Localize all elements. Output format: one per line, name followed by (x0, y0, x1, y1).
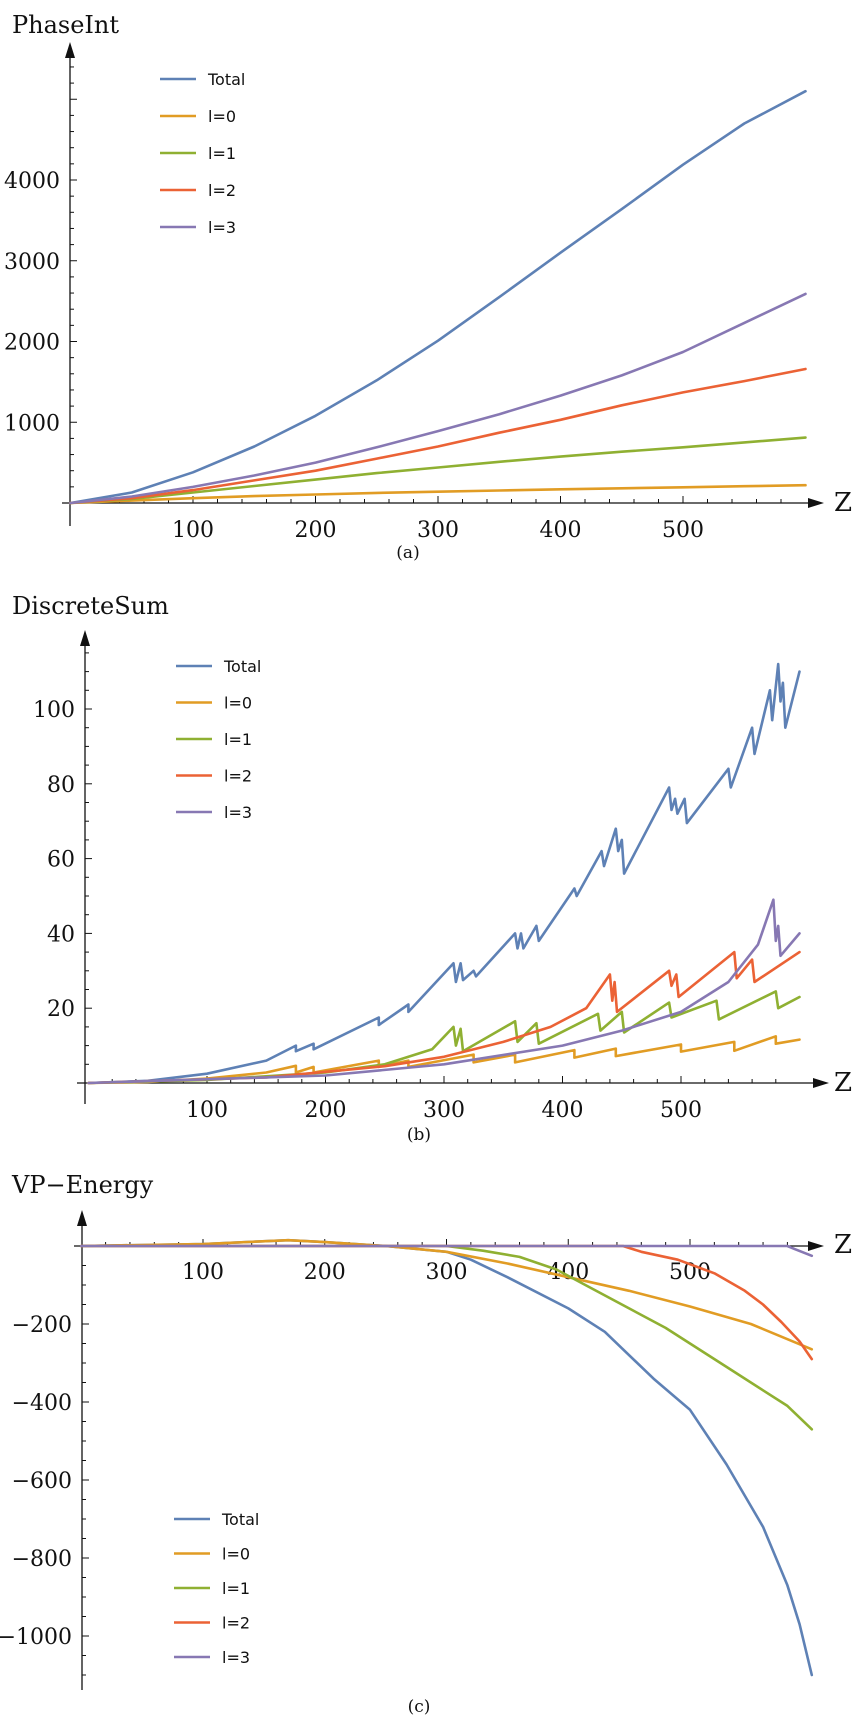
legend-label: Total (223, 657, 261, 676)
panel-a: PhaseInt Z (a) 100 200 300 400 500 1000 2000 30… (4, 11, 852, 563)
x-tick-label: 100 (182, 1260, 224, 1285)
x-axis-arrow (808, 1241, 824, 1251)
x-tick-label: 300 (423, 1098, 465, 1123)
legend-label: l=3 (224, 803, 252, 822)
y-tick-label: −600 (12, 1469, 72, 1494)
series-line-l1 (87, 990, 801, 1085)
legend-label: l=0 (208, 107, 236, 126)
y-tick-label: −800 (12, 1547, 72, 1572)
panel-c-caption: (c) (408, 1697, 431, 1717)
x-axis-arrow (813, 1078, 829, 1088)
legend-label: l=0 (224, 694, 252, 713)
panel-b-title: DiscreteSum (12, 592, 169, 620)
x-tick-label: 300 (417, 518, 459, 543)
panel-a-title: PhaseInt (12, 11, 119, 39)
legend-label: l=3 (208, 218, 236, 237)
y-tick-label: 20 (47, 997, 75, 1022)
panel-c-plot: 100 200 300 400 500−200−400−600−800−1000Tota… (0, 1210, 824, 1690)
legend-label: Total (221, 1510, 259, 1529)
y-tick-label: 100 (33, 698, 75, 723)
series-line-l3 (80, 1244, 814, 1258)
series-line-Total (80, 1238, 814, 1677)
legend-label: l=1 (224, 730, 252, 749)
series-line-l2 (80, 1244, 814, 1361)
panel-a-plot: 100 200 300 400 500 1000 2000 3000 4000 Total l=0 l… (4, 42, 824, 543)
y-tick-label: 40 (47, 922, 75, 947)
legend-label: l=0 (222, 1545, 250, 1564)
panel-b-xlabel: Z (834, 1068, 852, 1098)
legend-label: l=2 (224, 767, 252, 786)
y-tick-label: 60 (47, 848, 75, 873)
x-tick-label: 200 (304, 1260, 346, 1285)
x-tick-label: 400 (542, 1098, 584, 1123)
panel-b: DiscreteSum Z (b) 100 200 300 400 500 20 40 60 8… (12, 592, 852, 1145)
y-axis-arrow (65, 42, 75, 58)
x-tick-label: 100 (186, 1098, 228, 1123)
series-line-l1 (80, 1244, 814, 1431)
panel-a-xlabel: Z (834, 488, 852, 518)
x-tick-label: 500 (662, 518, 704, 543)
panel-b-caption: (b) (407, 1125, 431, 1145)
y-tick-label: 1000 (4, 411, 60, 436)
panel-c: VP−Energy Z (c) 100 200 300 400 500−200−400−… (0, 1171, 852, 1717)
y-tick-label: 2000 (4, 331, 60, 356)
x-tick-label: 300 (426, 1260, 468, 1285)
legend-label: l=1 (222, 1579, 250, 1598)
legend-label: l=3 (222, 1648, 250, 1667)
y-tick-label: 3000 (4, 250, 60, 275)
series-line-Total (87, 662, 801, 1085)
x-tick-label: 200 (295, 518, 337, 543)
series-line-l1 (69, 436, 807, 505)
legend-label: l=2 (222, 1614, 250, 1633)
x-tick-label: 200 (305, 1098, 347, 1123)
legend-label: l=2 (208, 181, 236, 200)
x-tick-label: 400 (540, 518, 582, 543)
series-line-Total (69, 89, 807, 505)
y-tick-label: −400 (12, 1391, 72, 1416)
y-tick-label: −200 (12, 1313, 72, 1338)
x-tick-label: 100 (172, 518, 214, 543)
y-tick-label: 80 (47, 773, 75, 798)
panel-c-title: VP−Energy (11, 1171, 154, 1199)
y-tick-label: −1000 (0, 1625, 72, 1650)
x-axis-arrow (808, 498, 824, 508)
panel-c-xlabel: Z (834, 1230, 852, 1260)
series-line-l3 (69, 292, 807, 505)
legend-label: Total (207, 70, 245, 89)
series-line-l3 (87, 898, 801, 1085)
legend-label: l=1 (208, 144, 236, 163)
y-tick-label: 4000 (4, 169, 60, 194)
panel-a-caption: (a) (396, 543, 419, 563)
series-line-l2 (69, 367, 807, 505)
y-axis-arrow (77, 1210, 87, 1226)
series-line-l0 (87, 1035, 801, 1085)
series-line-l0 (80, 1238, 814, 1351)
series-line-l0 (69, 483, 807, 505)
y-axis-arrow (80, 630, 90, 646)
panel-b-plot: 100 200 300 400 500 20 40 60 80 100 Total l=0 l=1 l=2… (33, 630, 829, 1123)
x-tick-label: 500 (660, 1098, 702, 1123)
